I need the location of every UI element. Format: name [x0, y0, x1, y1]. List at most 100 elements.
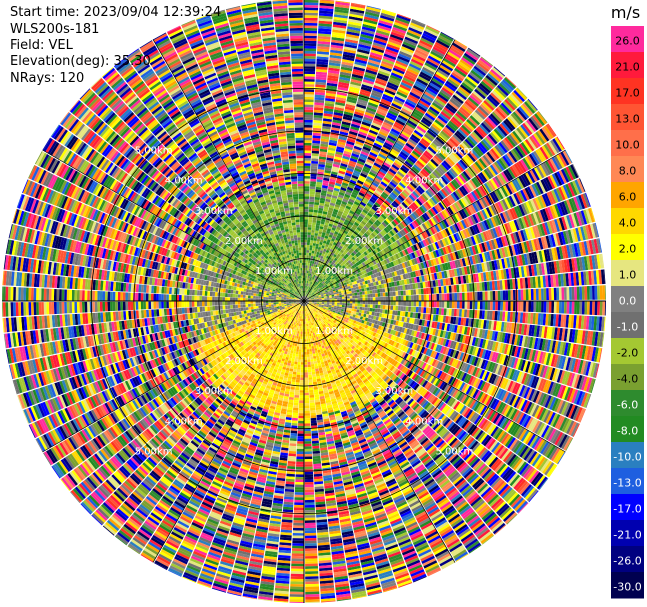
velocity-gate: [328, 142, 337, 147]
velocity-gate: [309, 191, 316, 195]
velocity-gate: [306, 273, 309, 276]
velocity-gate: [319, 148, 328, 153]
velocity-gate: [306, 286, 308, 289]
velocity-gate: [482, 291, 486, 301]
velocity-gate: [314, 202, 320, 206]
velocity-gate: [433, 307, 437, 315]
velocity-gate: [307, 275, 310, 279]
velocity-gate: [321, 128, 331, 133]
velocity-gate: [327, 75, 339, 80]
velocity-gate: [320, 141, 329, 145]
velocity-gate: [379, 288, 383, 293]
velocity-gate: [310, 237, 314, 241]
velocity-gate: [416, 301, 419, 307]
velocity-gate: [304, 191, 310, 194]
velocity-gate: [334, 9, 349, 14]
velocity-gate: [349, 83, 361, 89]
velocity-gate: [349, 293, 353, 297]
velocity-gate: [316, 58, 329, 63]
velocity-gate: [324, 302, 327, 304]
velocity-gate: [597, 285, 601, 300]
velocity-gate: [538, 301, 542, 313]
velocity-gate: [487, 291, 491, 301]
velocity-gate: [330, 176, 337, 181]
velocity-gate: [344, 41, 358, 47]
velocity-gate: [341, 61, 354, 67]
velocity-gate: [342, 303, 345, 306]
velocity-gate: [500, 290, 504, 301]
velocity-gate: [395, 291, 399, 296]
velocity-gate: [362, 304, 366, 308]
velocity-gate: [326, 193, 332, 198]
velocity-gate: [346, 291, 350, 295]
velocity-gate: [304, 117, 313, 121]
velocity-gate: [345, 310, 349, 313]
velocity-gate: [372, 301, 376, 305]
velocity-gate: [334, 153, 343, 158]
velocity-gate: [433, 294, 437, 301]
velocity-gate: [306, 250, 310, 253]
velocity-gate: [341, 292, 345, 295]
velocity-gate: [392, 305, 396, 311]
velocity-gate: [359, 291, 363, 295]
velocity-gate: [364, 291, 368, 295]
velocity-gate: [304, 193, 310, 197]
velocity-gate: [309, 188, 316, 192]
velocity-gate: [321, 136, 330, 140]
velocity-gate: [316, 184, 322, 188]
velocity-gate: [304, 237, 308, 240]
velocity-gate: [395, 301, 399, 306]
velocity-gate: [338, 306, 342, 309]
velocity-gate: [311, 261, 315, 264]
velocity-gate: [305, 288, 307, 292]
velocity-gate: [490, 291, 493, 301]
velocity-gate: [316, 63, 328, 68]
velocity-gate: [304, 109, 314, 113]
velocity-gate: [307, 237, 311, 241]
velocity-gate: [413, 301, 417, 307]
velocity-gate: [439, 301, 442, 308]
velocity-gate: [334, 11, 349, 16]
velocity-gate: [309, 201, 314, 205]
velocity-gate: [304, 211, 309, 215]
velocity-gate: [377, 289, 381, 293]
velocity-gate: [349, 298, 353, 301]
velocity-gate: [313, 256, 316, 260]
velocity-gate: [338, 79, 350, 84]
velocity-gate: [345, 36, 359, 42]
velocity-gate: [564, 301, 567, 314]
velocity-gate: [314, 251, 318, 255]
velocity-gate: [346, 31, 360, 37]
velocity-gate: [307, 227, 312, 230]
velocity-gate: [317, 212, 323, 217]
velocity-gate: [408, 289, 412, 296]
velocity-gate: [332, 24, 347, 29]
velocity-gate: [403, 295, 407, 301]
velocity-gate: [535, 301, 539, 313]
velocity-gate: [323, 208, 329, 213]
velocity-gate: [304, 119, 313, 123]
velocity-gate: [315, 79, 327, 83]
velocity-gates: [2, 0, 606, 603]
velocity-gate: [395, 305, 399, 311]
velocity-gate: [304, 94, 314, 98]
velocity-gate: [566, 301, 570, 314]
velocity-gate: [304, 142, 312, 146]
velocity-gate: [551, 301, 555, 314]
velocity-gate: [310, 181, 317, 185]
velocity-gate: [315, 191, 321, 196]
velocity-gate: [310, 165, 318, 169]
velocity-gate: [334, 297, 338, 300]
velocity-gate: [392, 291, 396, 296]
velocity-gate: [308, 276, 311, 279]
velocity-gate: [324, 201, 331, 205]
velocity-gate: [312, 132, 321, 136]
velocity-gate: [309, 196, 315, 200]
velocity-gate: [548, 301, 552, 313]
velocity-gate: [323, 115, 333, 120]
velocity-gate: [338, 81, 350, 87]
velocity-gate: [338, 293, 342, 296]
velocity-gate: [319, 10, 334, 15]
velocity-gate: [304, 239, 307, 243]
velocity-gate: [602, 285, 606, 300]
